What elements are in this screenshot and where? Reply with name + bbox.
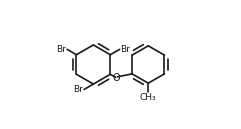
Text: Br: Br xyxy=(120,45,130,54)
Text: Br: Br xyxy=(56,45,66,54)
Text: CH₃: CH₃ xyxy=(140,93,157,102)
Text: Br: Br xyxy=(73,85,83,94)
Text: O: O xyxy=(113,73,120,83)
